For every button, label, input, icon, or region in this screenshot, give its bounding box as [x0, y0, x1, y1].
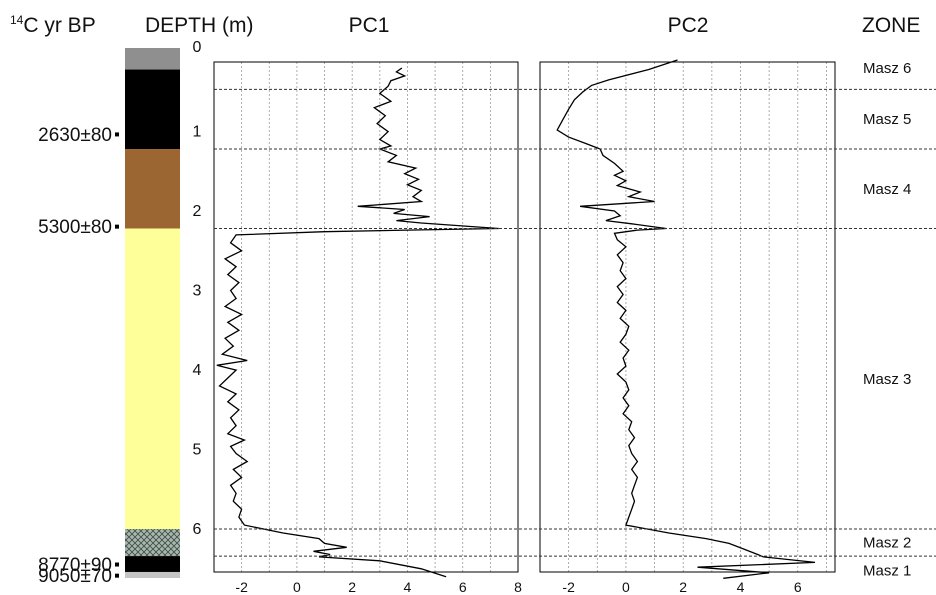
depth-label-1: 1 — [193, 124, 202, 141]
age-label-4: 9050±70 — [38, 566, 112, 587]
pc2-tick-label: 4 — [737, 579, 745, 595]
age-marker-2 — [115, 224, 119, 229]
age-header: 14C yr BP — [10, 13, 96, 37]
pc2-plot-frame — [539, 61, 836, 573]
age-marker-3 — [115, 562, 119, 567]
depth-label-6: 6 — [193, 521, 202, 538]
pc2-tick-label: -2 — [562, 579, 575, 595]
age-label-2: 5300±80 — [38, 217, 112, 238]
pc2-title: PC2 — [668, 14, 709, 37]
depth-header: DEPTH (m) — [145, 14, 254, 37]
lithology-unit-6 — [125, 556, 180, 572]
zone-label-masz-5: Masz 5 — [863, 111, 911, 128]
pc2-tick-label: 0 — [622, 579, 630, 595]
lithology-column — [125, 48, 180, 578]
pc1-tick-label: -2 — [235, 579, 248, 595]
zone-label-masz-1: Masz 1 — [863, 563, 911, 580]
age-marker-1 — [115, 132, 119, 137]
age-marker-4 — [115, 573, 119, 578]
lithology-unit-5 — [125, 529, 180, 557]
pc2-tick-label: 6 — [794, 579, 802, 595]
pc1-tick-labels: -2 0 2 4 6 8 — [235, 579, 522, 595]
pc1-tick-label: 6 — [459, 579, 467, 595]
age-label-3: 8770±90 — [38, 555, 112, 576]
age-header-text: C yr BP — [23, 14, 95, 37]
lithology-unit-7 — [125, 571, 180, 578]
pc2-series-line — [556, 59, 816, 579]
depth-label-0: 0 — [193, 39, 202, 56]
pc1-tick-label: 4 — [404, 579, 412, 595]
zone-boundaries: Masz 6 Masz 5 Masz 4 Masz 3 Masz 2 Masz 1 — [214, 60, 936, 580]
pc1-plot-frame — [213, 61, 519, 573]
lithology-unit-2 — [125, 69, 180, 150]
pc1-tick-label: 0 — [293, 579, 301, 595]
age-label-1: 2630±80 — [38, 125, 112, 146]
zone-label-masz-6: Masz 6 — [863, 60, 911, 77]
lithology-unit-4 — [125, 228, 180, 530]
age-header-superscript: 14 — [10, 13, 24, 27]
zone-label-masz-2: Masz 2 — [863, 535, 911, 552]
pc2-gridlines — [568, 62, 827, 572]
pc1-panel: -2 0 2 4 6 8 — [213, 61, 522, 595]
pc1-tick-label: 8 — [514, 579, 522, 595]
pc1-series-line — [216, 67, 499, 578]
depth-label-3: 3 — [193, 283, 202, 300]
pc1-tick-label: 2 — [348, 579, 356, 595]
depth-label-4: 4 — [193, 362, 202, 379]
depth-label-5: 5 — [193, 442, 202, 459]
depth-label-2: 2 — [193, 203, 202, 220]
pc2-panel: -2 0 2 4 6 — [539, 59, 836, 595]
pc2-tick-labels: -2 0 2 4 6 — [562, 579, 801, 595]
pc1-title: PC1 — [349, 14, 390, 37]
zone-header: ZONE — [862, 14, 920, 37]
depth-axis-labels: 0 1 2 3 4 5 6 — [193, 39, 202, 538]
pc2-tick-label: 2 — [679, 579, 687, 595]
zone-label-masz-4: Masz 4 — [863, 181, 911, 198]
lithology-unit-1 — [125, 48, 180, 70]
zone-label-masz-3: Masz 3 — [863, 371, 911, 388]
pc1-gridlines — [241, 62, 491, 572]
lithology-unit-3 — [125, 149, 180, 229]
